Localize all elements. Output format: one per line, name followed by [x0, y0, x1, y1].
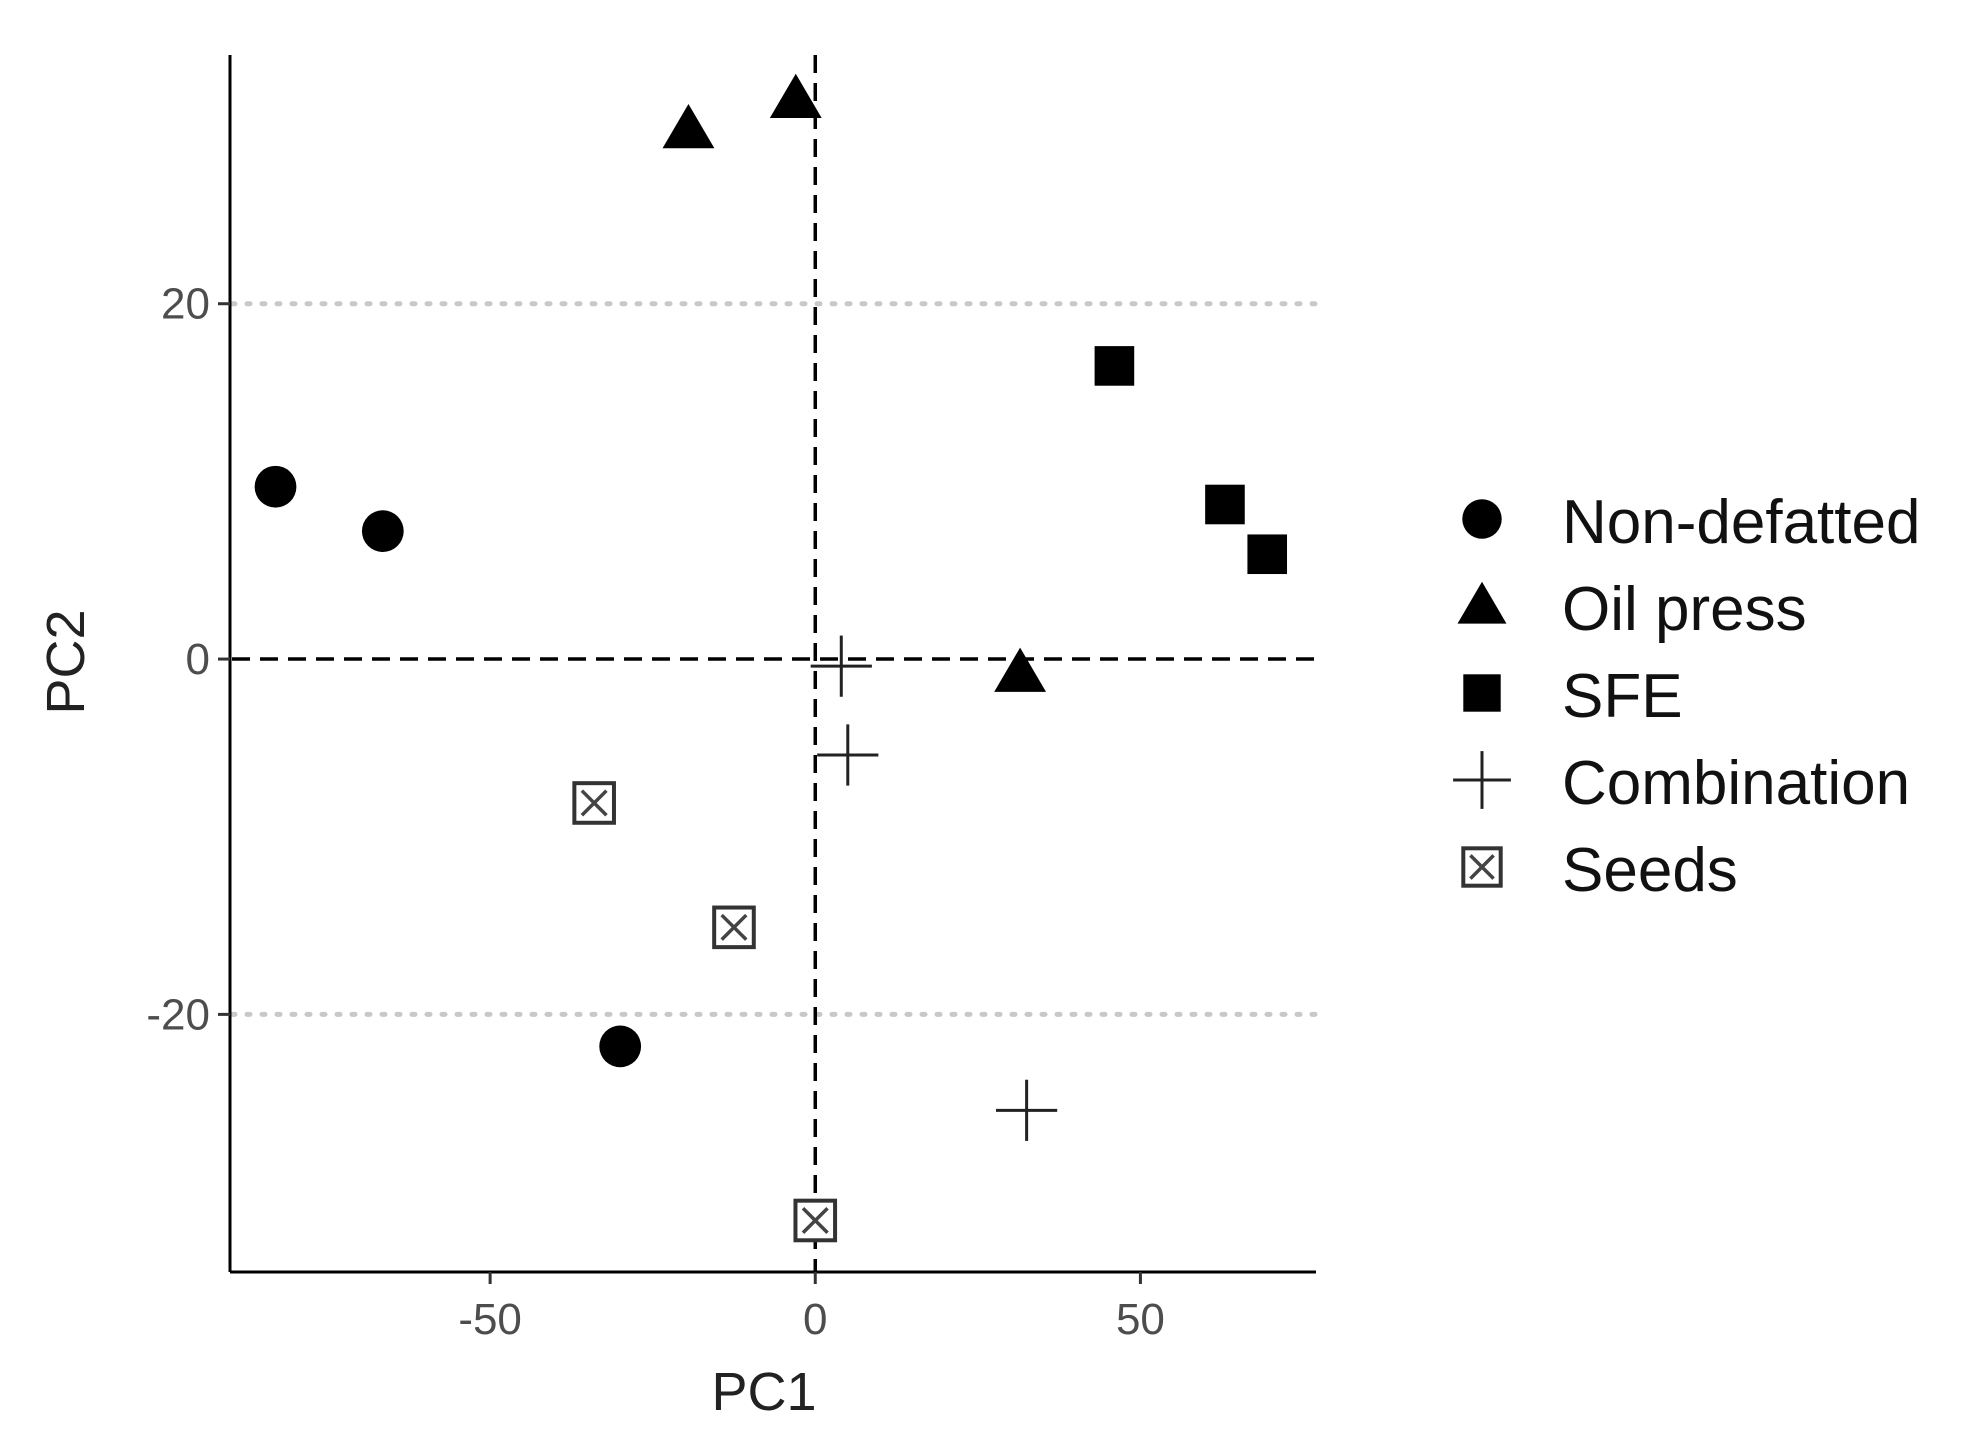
- point-oil-press: [769, 73, 822, 119]
- point-combination: [817, 724, 879, 786]
- point-combination: [810, 635, 872, 697]
- legend-label: Seeds: [1562, 836, 1738, 905]
- axes: [228, 55, 1316, 1274]
- x-tick-label: 0: [803, 1295, 827, 1344]
- x-axis-title: PC1: [711, 1362, 816, 1422]
- x-tick-label: -50: [458, 1295, 522, 1344]
- y-axis-title: PC2: [36, 609, 96, 714]
- legend-marker-non-defatted: [1462, 499, 1502, 539]
- y-tick-label: 0: [186, 635, 210, 684]
- point-combination: [996, 1079, 1058, 1141]
- point-seeds: [572, 781, 616, 825]
- legend-marker-oil-press: [1457, 581, 1507, 624]
- legend-marker-combination: [1453, 751, 1511, 809]
- legend-item-seeds: Seeds: [1461, 836, 1738, 905]
- reference-lines: [229, 55, 1319, 1272]
- legend-marker-seeds: [1461, 846, 1503, 888]
- point-seeds: [712, 905, 756, 950]
- point-sfe: [1094, 346, 1135, 386]
- point-sfe: [1205, 484, 1245, 525]
- point-non-defatted: [599, 1025, 642, 1068]
- point-oil-press: [662, 103, 715, 149]
- point-non-defatted: [254, 465, 297, 508]
- legend-label: Oil press: [1562, 575, 1807, 644]
- legend-label: Non-defatted: [1562, 488, 1920, 557]
- x-tick-label: 50: [1116, 1295, 1165, 1344]
- point-oil-press: [994, 647, 1047, 692]
- legend-label: SFE: [1562, 662, 1683, 731]
- y-tick-label: 20: [161, 280, 210, 329]
- legend: Non-defatted Oil press SFE Combination Seeds: [1453, 488, 1920, 905]
- legend-item-non-defatted: Non-defatted: [1462, 488, 1920, 557]
- point-non-defatted: [361, 510, 404, 553]
- legend-item-combination: Combination: [1453, 749, 1910, 818]
- axis-ticks: -50 0 50 20 0 -20: [146, 280, 1164, 1344]
- legend-marker-sfe: [1463, 674, 1501, 712]
- legend-item-oil-press: Oil press: [1457, 575, 1807, 644]
- y-tick-label: -20: [146, 990, 210, 1039]
- point-seeds: [793, 1198, 838, 1243]
- data-points: [254, 73, 1288, 1243]
- legend-label: Combination: [1562, 749, 1910, 818]
- legend-item-sfe: SFE: [1463, 662, 1683, 731]
- point-sfe: [1247, 534, 1288, 575]
